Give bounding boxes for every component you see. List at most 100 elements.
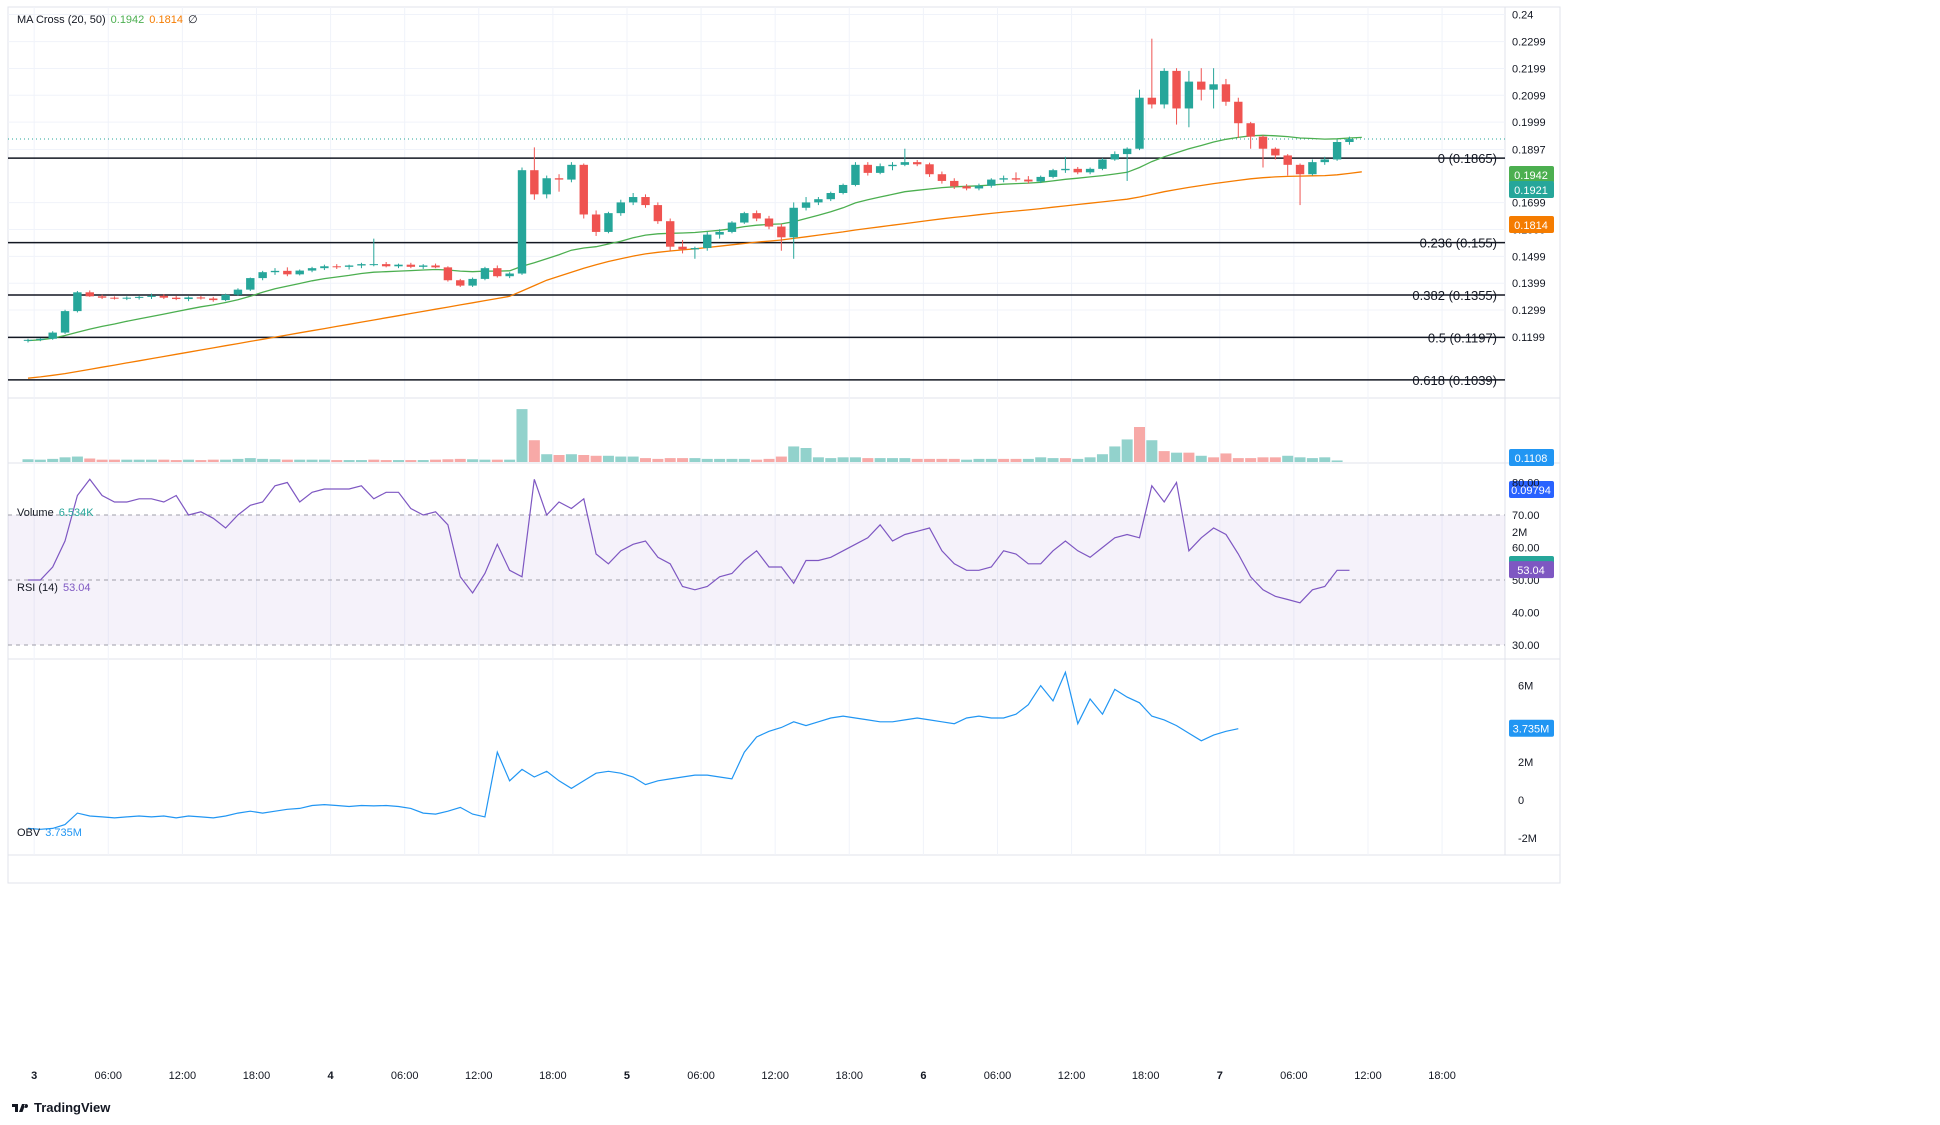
candle-body [505,273,514,277]
candle-body [369,264,378,266]
obv-tag-label: 3.735M [1513,724,1550,736]
price-tick-label: 0.1999 [1512,117,1546,129]
price-tag-label: 0.1942 [1514,170,1548,182]
volume-bar [306,459,318,462]
volume-bar [121,459,133,462]
time-axis-label: 06:00 [984,1070,1012,1082]
volume-bar [170,460,182,462]
volume-bar [763,458,775,462]
candle-body [715,231,724,235]
candle-body [184,297,193,300]
volume-bar [158,459,170,462]
volume-bar [627,456,639,462]
candle-body [406,264,416,267]
volume-bar [775,456,787,462]
volume-bar [1319,457,1331,462]
volume-bar [491,459,503,462]
price-tick-label: 0.1299 [1512,305,1546,317]
time-axis-label: 12:00 [465,1070,493,1082]
obv-legend: OBV 3.735M [17,827,87,839]
time-axis-label: 18:00 [1428,1070,1456,1082]
time-axis-label: 3 [31,1070,37,1082]
price-tick-label: 0.1199 [1512,332,1545,344]
volume-bar [71,456,83,462]
time-axis-label: 18:00 [836,1070,864,1082]
candle-body [1036,176,1045,182]
candle-body [419,265,428,267]
fib-level-label: 0.5 (0.1197) [1428,330,1497,345]
candle-body [1221,84,1231,102]
price-tick-label: 0.1699 [1512,198,1546,210]
candle-body [1110,154,1119,160]
volume-bar [825,458,837,462]
candle-body [431,265,440,268]
volume-legend: Volume 6.534K [17,507,99,519]
eye-off-icon[interactable]: ∅ [187,14,198,26]
candle-body [740,213,749,223]
volume-bar [368,459,380,462]
price-tick-label: 0.1399 [1512,278,1546,290]
candle-body [110,297,119,299]
volume-bar [430,459,442,462]
volume-bar [1134,427,1145,462]
fib-level-label: 0.236 (0.155) [1420,236,1497,251]
candle-body [1197,81,1206,90]
time-axis-label: 18:00 [539,1070,567,1082]
candle-body [1135,97,1144,149]
time-axis-label: 12:00 [761,1070,789,1082]
candle-body [863,164,872,173]
price-tag [1509,216,1554,233]
candle-body [283,270,292,275]
volume-bar [541,454,553,462]
obv-tick-label: 0 [1518,795,1524,807]
tradingview-logo[interactable]: TradingView [12,1100,110,1115]
candle-body [900,162,910,165]
candle-body [1332,142,1342,160]
candle-body [999,178,1008,180]
volume-bar [887,458,898,462]
price-tag-label: 0.1108 [1515,453,1548,465]
volume-bar [812,457,824,462]
volume-bar [1035,457,1047,462]
volume-bar [1257,457,1269,462]
volume-bar [961,459,973,462]
volume-label: Volume [17,507,54,519]
candle-body [209,298,218,301]
volume-bar [393,460,404,462]
volume-bar [1022,458,1034,462]
candle-body [1283,155,1292,165]
candle-body [1061,168,1070,171]
volume-bar [47,458,59,462]
candle-body [604,213,613,232]
ma20-line [27,134,1362,342]
candle-body [97,296,107,298]
price-tag [1509,181,1554,198]
volume-bar [1183,452,1195,462]
volume-bar [1072,458,1084,462]
volume-bar [108,459,120,462]
candle-body [542,178,551,195]
volume-bar [84,458,96,462]
volume-bar [318,459,330,462]
obv-value: 3.735M [45,827,82,839]
candle-body [838,184,848,194]
candle-body [764,218,774,227]
volume-bar [257,458,269,462]
candle-body [950,180,959,187]
volume-bar [837,457,849,462]
volume-bar [207,459,219,462]
candle-body [1172,70,1181,109]
volume-bar [590,455,602,462]
volume-bar [442,459,454,462]
volume-bar [183,459,195,462]
chart-frame [7,6,1561,884]
obv-tick-label: 6M [1518,681,1533,693]
volume-bar [553,455,565,462]
volume-bar [911,458,923,462]
rsi-tick-label: 80.00 [1512,478,1540,490]
time-axis-label: 12:00 [169,1070,197,1082]
candle-body [60,311,70,333]
candle-body [987,179,996,186]
candle-body [1295,164,1305,175]
